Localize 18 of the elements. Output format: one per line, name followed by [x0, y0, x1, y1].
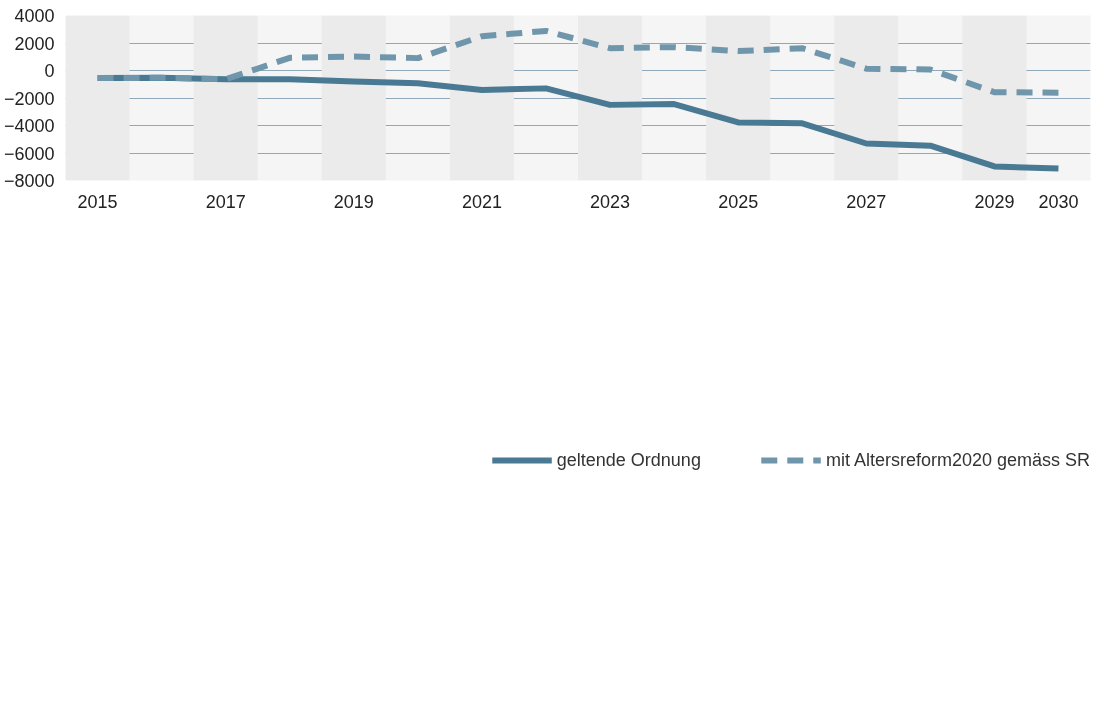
x-tick-label: 2029: [974, 191, 1015, 212]
y-tick-label: −6000: [3, 143, 55, 164]
x-tick-label: 2021: [461, 191, 502, 212]
y-tick-label: 2000: [14, 33, 55, 54]
x-tick-label: 2019: [333, 191, 374, 212]
y-tick-label: 0: [44, 61, 55, 81]
x-tick-label: 2025: [718, 191, 759, 212]
y-tick-label: −4000: [3, 116, 55, 136]
legend-label: geltende Ordnung: [556, 449, 701, 471]
x-tick-label: 2030: [1038, 191, 1079, 212]
x-tick-label: 2017: [205, 191, 246, 212]
y-tick-label: −8000: [3, 171, 55, 191]
x-tick-label: 2015: [77, 191, 118, 212]
legend-label: mit Altersreform2020 gemäss SR: [825, 449, 1090, 471]
y-tick-label: −2000: [3, 88, 55, 109]
y-tick-label: 4000: [14, 6, 55, 26]
x-tick-label: 2023: [590, 191, 631, 212]
x-tick-label: 2027: [846, 191, 887, 212]
